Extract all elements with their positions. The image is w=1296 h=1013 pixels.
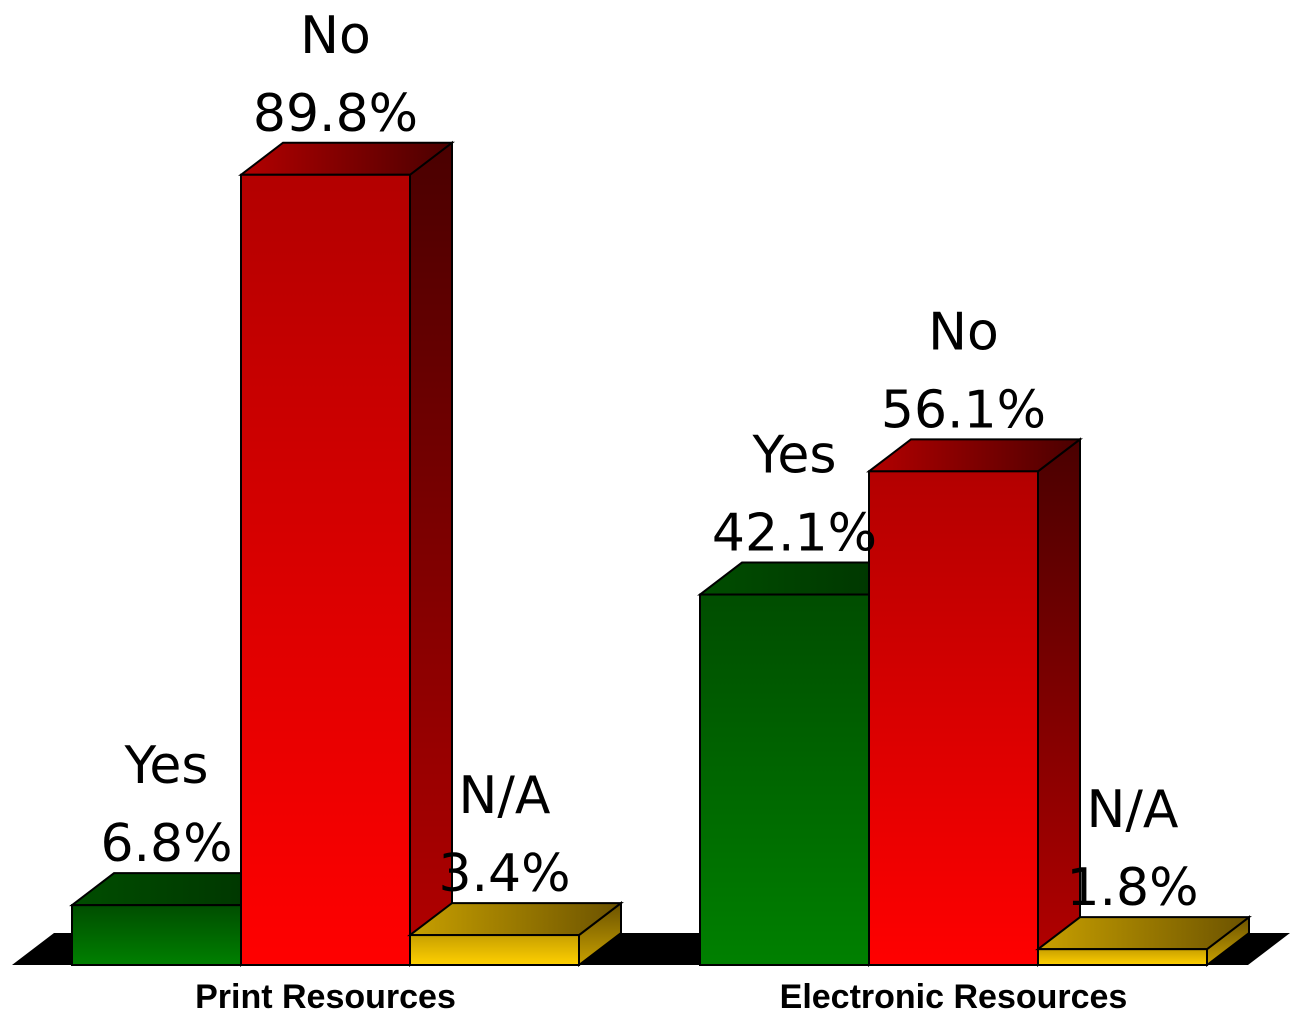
bar-front [868, 470, 1039, 966]
bar-front [1037, 948, 1208, 966]
category-labels: Print Resources Electronic Resources [195, 978, 1127, 1013]
series-name-label: No [928, 302, 999, 362]
bar-front [71, 904, 242, 966]
bar-front [409, 934, 580, 967]
value-labels: Yes 6.8% No 89.8% N/A 3.4% Yes 42.1% No 56.1% N/A 1… [100, 6, 1198, 918]
bar-front [240, 173, 411, 966]
category-label: Electronic Resources [780, 978, 1128, 1013]
bar-group [69, 140, 1252, 968]
bar-no-0 [238, 140, 455, 968]
bar-no-1 [866, 437, 1083, 968]
series-name-label: N/A [1087, 780, 1179, 840]
bar-side [409, 140, 453, 968]
category-label: Print Resources [195, 978, 456, 1013]
value-label: 3.4% [438, 844, 570, 904]
series-name-label: N/A [459, 766, 551, 826]
value-label: 6.8% [100, 814, 232, 874]
series-name-label: Yes [124, 736, 209, 796]
bar-na-1 [1035, 915, 1252, 968]
value-label: 1.8% [1066, 858, 1198, 918]
value-label: 42.1% [712, 504, 877, 564]
bar-na-0 [407, 901, 624, 968]
value-label: 56.1% [881, 380, 1046, 440]
series-name-label: Yes [752, 426, 837, 486]
series-name-label: No [300, 6, 371, 66]
bar-front [699, 593, 870, 967]
value-label: 89.8% [253, 84, 418, 144]
